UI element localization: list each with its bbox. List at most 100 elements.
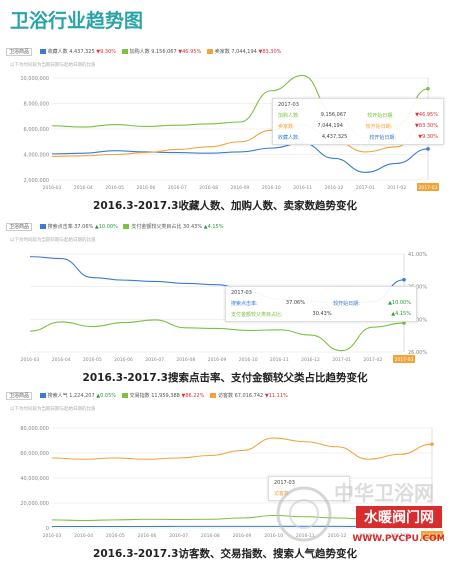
x-tick-label: 2016-09 (231, 185, 250, 191)
x-tick-label: 2017-02 (363, 357, 382, 363)
tooltip-value: 7,044,194 (317, 123, 343, 129)
legend-change: 46.95% (182, 49, 202, 55)
legend-value: 11,959,388 (151, 393, 180, 399)
data-point (402, 321, 406, 325)
tooltip-value: 4,437,325 (321, 134, 348, 140)
x-tick-highlight (417, 183, 439, 191)
legend-swatch (206, 49, 213, 54)
tooltip-date: 2017-03 (278, 102, 299, 108)
chart-hint: 以下为时间段为当期日期与起始日期的比值 (10, 63, 96, 68)
tooltip-cmp: 4.15% (395, 311, 411, 317)
x-tick-label: 2016-03 (43, 185, 62, 191)
x-tick-label: 2016-11 (270, 357, 289, 363)
tooltip-label: 加购人数: (278, 113, 300, 119)
legend-change: 9.30% (100, 49, 117, 55)
legend-name[interactable]: 交易指数 (129, 393, 150, 399)
tooltip-label: 卖家数: (278, 124, 295, 130)
legend-change: 10.00% (98, 224, 118, 230)
chart-caption-1: 2016.3-2017.3收藏人数、加购人数、卖家数趋势变化 (93, 200, 357, 212)
tooltip-label: 搜索点击率: (231, 301, 258, 307)
x-tick-highlight (421, 531, 443, 539)
legend-change: 4.15% (207, 224, 224, 230)
legend-value: 37.06% (74, 224, 94, 230)
tooltip-cmp-label: 较开始日期: (365, 124, 393, 130)
tooltip-label: 访客数 (274, 491, 290, 497)
y-tick-label: 36.00% (408, 285, 427, 291)
tooltip-date: 2017-03 (274, 480, 295, 486)
x-tick-label: 2016-09 (208, 357, 227, 363)
legend-name[interactable]: 加购人数 (129, 49, 150, 55)
x-tick-label: 2016-04 (74, 185, 93, 191)
legend-name[interactable]: 搜索人气 (47, 393, 68, 399)
category-label: 卫浴商品 (6, 48, 33, 56)
x-tick-label: 2017-01 (356, 185, 375, 191)
legend-swatch (39, 49, 46, 54)
y-tick-label: 20,000,000 (20, 501, 49, 507)
x-tick-label: 2017-02 (391, 533, 410, 539)
x-tick-label: 2016-06 (137, 185, 156, 191)
x-tick-label: 2016-05 (83, 357, 102, 363)
y-tick-label: 31.00% (408, 317, 427, 323)
legend-swatch (121, 393, 128, 398)
x-tick-label: 2016-03 (21, 357, 40, 363)
tooltip-cmp: 9.30% (422, 134, 438, 140)
tooltip-value: 37.06% (285, 300, 305, 306)
y-tick-label: 10,000,000 (20, 76, 49, 82)
chart-tooltip-2: 2017-03 搜索点击率: 37.06% 较开始日期: ▲10.00% 支付金额较父… (225, 286, 417, 322)
legend-name[interactable]: 访客数 (217, 393, 233, 399)
x-tick-label: 2016-08 (199, 185, 218, 191)
y-tick-label: 60,000,000 (20, 451, 49, 457)
legend-name[interactable]: 卖家数 (214, 49, 230, 55)
x-tick-label: 2017-03 (423, 533, 442, 539)
x-tick-label: 2016-11 (293, 185, 312, 191)
data-point (402, 277, 406, 282)
chart-caption-2: 2016.3-2017.3搜索点击率、支付金额较父类占比趋势变化 (82, 372, 368, 384)
x-tick-label: 2016-06 (114, 357, 133, 363)
category-label: 卫浴商品 (6, 392, 33, 400)
watermark: 水暖阀门网 WWW.PVCPU.COM 中华卫浴网 (264, 474, 446, 558)
x-tick-highlight (393, 355, 415, 363)
x-tick-label: 2016-04 (52, 357, 71, 363)
tooltip-value: 9,156,067 (320, 112, 347, 118)
legend-value: 9,156,067 (151, 49, 177, 55)
x-tick-label: 2016-05 (105, 185, 124, 191)
legend-value: 1,224,207 (69, 393, 95, 399)
tooltip-cmp: 10.00% (391, 300, 411, 306)
svg-text:中华卫浴网: 中华卫浴网 (334, 481, 434, 505)
watermark-logo: 水暖阀门网 WWW.PVCPU.COM 中华卫浴网 (276, 481, 446, 544)
x-tick-label: 2016-03 (43, 533, 62, 539)
legend-change: 83.30% (262, 49, 282, 55)
x-tick-label: 2016-10 (262, 185, 281, 191)
legend-swatch (209, 393, 216, 398)
y-tick-label: 6,000,000 (24, 127, 49, 133)
chart-hint: 以下为时间段为当期日期与起始日期的比值 (10, 238, 96, 243)
y-tick-label: 80,000,000 (20, 426, 49, 432)
x-tick-label: 2017-01 (359, 533, 378, 539)
series-line (51, 115, 429, 157)
legend-change: 0.05% (100, 393, 117, 399)
chart-caption-3: 2016.3-2017.3访客数、交易指数、搜索人气趋势变化 (93, 548, 357, 560)
svg-text:水暖阀门网: 水暖阀门网 (364, 509, 434, 526)
x-tick-label: 2016-07 (145, 357, 164, 363)
legend-swatch (121, 49, 128, 54)
legend-name[interactable]: 搜索点击率 (47, 224, 73, 230)
legend-swatch (39, 393, 46, 398)
data-point (426, 86, 430, 91)
y-tick-label: 26.00% (408, 350, 427, 356)
legend-swatch (123, 224, 130, 229)
x-tick-label: 2016-07 (168, 185, 187, 191)
x-tick-label: 2016-10 (264, 533, 283, 539)
x-tick-label: 2016-12 (301, 357, 320, 363)
legend-value: 67,016,742 (234, 393, 264, 399)
x-tick-label: 2016-10 (239, 357, 258, 363)
tooltip-date: 2017-03 (231, 290, 252, 296)
legend-name[interactable]: 支付金额较父类目占比 (131, 224, 182, 230)
tooltip-cmp-label: 较开始日期: (367, 113, 394, 119)
legend-name[interactable]: 收藏人数 (47, 49, 68, 55)
data-point (430, 442, 434, 447)
legend-value: 7,044,194 (231, 49, 257, 55)
series-line (51, 142, 429, 173)
legend-value: 30.43% (183, 224, 203, 230)
x-tick-label: 2016-08 (176, 357, 195, 363)
x-tick-label: 2017-03 (419, 185, 438, 191)
